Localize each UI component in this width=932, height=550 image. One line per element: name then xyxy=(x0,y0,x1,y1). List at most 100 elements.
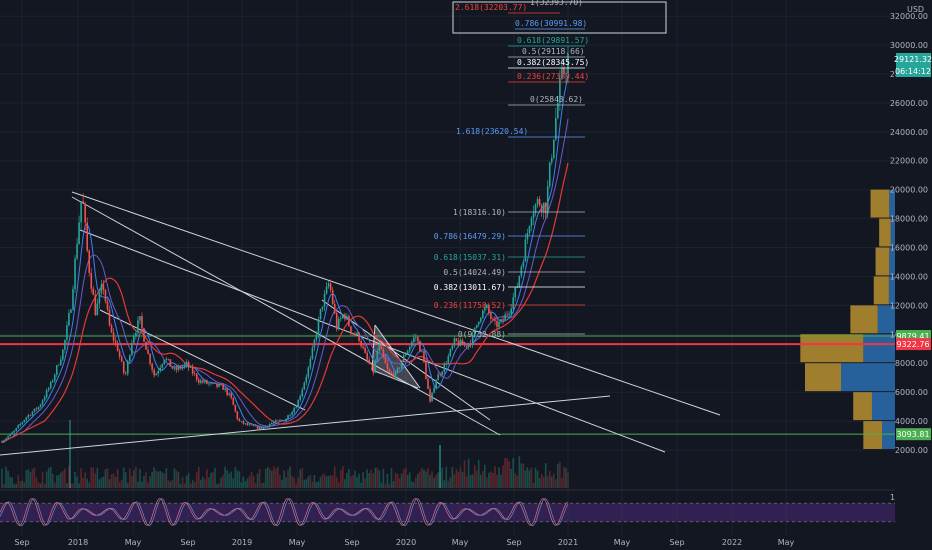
volume-bar xyxy=(550,476,553,488)
price-tag-bg xyxy=(896,338,931,351)
candle-body xyxy=(51,380,54,382)
volume-profile-sell-bar xyxy=(889,189,895,218)
volume-bar xyxy=(362,472,364,488)
trendline xyxy=(374,324,421,389)
volume-bar xyxy=(266,467,269,488)
volume-bar xyxy=(384,483,387,488)
volume-bar xyxy=(459,467,462,488)
volume-bar xyxy=(5,466,7,488)
candle-body xyxy=(202,380,204,383)
volume-bar xyxy=(524,470,527,488)
volume-profile-buy-bar xyxy=(805,363,841,392)
volume-bar xyxy=(39,483,42,488)
volume-bar xyxy=(425,471,427,488)
volume-bar xyxy=(80,468,82,488)
volume-bar xyxy=(49,466,52,488)
volume-bar xyxy=(1,468,3,488)
x-tick-label: Sep xyxy=(344,538,359,547)
volume-bar xyxy=(102,476,105,488)
volume-bar xyxy=(228,473,231,488)
candle-body xyxy=(13,430,15,433)
candle-body xyxy=(461,340,464,346)
candle-body xyxy=(473,328,476,335)
candle-body xyxy=(413,337,415,343)
volume-bar xyxy=(287,469,289,488)
candle-body xyxy=(344,314,346,319)
x-tick-label: 2019 xyxy=(232,538,252,547)
candle-body xyxy=(356,332,358,336)
candle-body xyxy=(78,222,80,244)
volume-bar xyxy=(510,468,512,488)
volume-bar xyxy=(155,470,157,488)
volume-bar xyxy=(402,469,405,488)
candle-body xyxy=(514,287,517,298)
candle-body xyxy=(313,339,316,348)
candle-body xyxy=(486,304,488,308)
volume-bar xyxy=(429,475,431,488)
candle-body xyxy=(98,293,101,304)
volume-bar xyxy=(400,473,403,488)
candle-body xyxy=(555,118,557,140)
candle-body xyxy=(92,288,95,296)
candle-body xyxy=(151,363,153,370)
volume-bar xyxy=(149,476,151,488)
volume-bar xyxy=(118,481,121,488)
candle-body xyxy=(546,186,549,214)
candle-body xyxy=(561,67,563,79)
volume-bar xyxy=(315,482,318,488)
candle-body xyxy=(421,351,423,352)
fib-label: 0(9732.88) xyxy=(458,330,506,339)
candle-body xyxy=(232,397,235,406)
y-tick-label: 2000.00 xyxy=(895,446,928,455)
volume-bar xyxy=(169,481,172,488)
volume-bar xyxy=(319,476,322,488)
volume-bar xyxy=(189,483,192,488)
volume-bar xyxy=(135,466,137,488)
candle-body xyxy=(248,424,251,426)
ma-slow xyxy=(1,162,569,443)
candle-body xyxy=(524,239,527,262)
volume-bar xyxy=(327,475,330,488)
candle-body xyxy=(475,324,478,329)
candle-body xyxy=(364,347,366,353)
candle-body xyxy=(135,332,137,337)
volume-bar xyxy=(72,483,74,488)
volume-bar xyxy=(455,469,458,488)
volume-bar xyxy=(214,467,216,488)
volume-bar xyxy=(394,472,397,488)
candle-body xyxy=(1,441,3,443)
volume-bar xyxy=(110,474,113,488)
volume-bar xyxy=(222,475,224,488)
candle-body xyxy=(317,318,320,335)
candle-body xyxy=(530,218,533,227)
volume-bar xyxy=(98,479,101,488)
volume-bar xyxy=(31,468,34,488)
candle-body xyxy=(55,365,58,375)
volume-bar xyxy=(352,475,354,488)
candle-body xyxy=(133,336,135,343)
volume-bar xyxy=(372,473,375,488)
candle-body xyxy=(309,358,312,368)
fib-label: 0.236(11758.52) xyxy=(434,301,506,310)
volume-bar xyxy=(561,477,563,488)
volume-bar xyxy=(179,483,182,488)
volume-bar xyxy=(488,472,490,488)
candle-body xyxy=(323,293,326,307)
candle-body xyxy=(206,380,208,384)
volume-bar xyxy=(437,472,439,488)
volume-bar xyxy=(443,480,446,488)
volume-bar xyxy=(275,468,277,488)
volume-profile-buy-bar xyxy=(863,421,883,449)
fib-label: 0.618(29891.57) xyxy=(517,36,589,45)
volume-bar xyxy=(96,467,99,488)
volume-bar xyxy=(84,472,86,488)
candle-body xyxy=(210,383,212,384)
candle-body xyxy=(329,283,332,290)
candle-body xyxy=(185,362,188,365)
volume-bar xyxy=(546,476,549,488)
candle-body xyxy=(260,427,263,429)
candle-body xyxy=(394,371,397,378)
volume-bar xyxy=(390,468,393,488)
volume-bar xyxy=(297,477,299,488)
